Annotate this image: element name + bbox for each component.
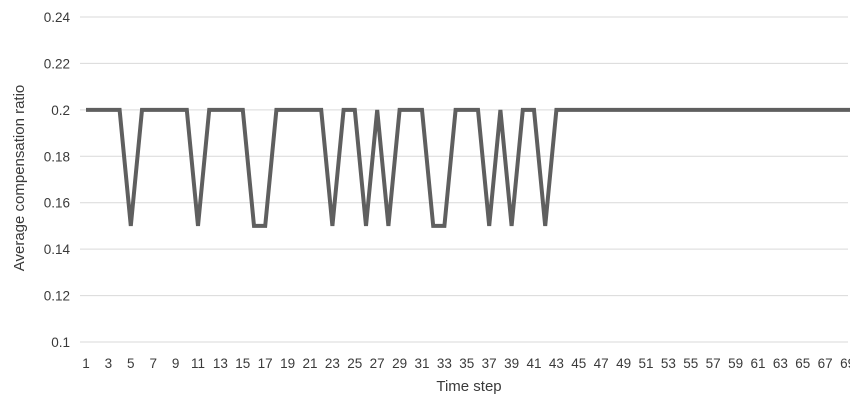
- series-layer: [86, 107, 850, 228]
- y-tick-label: 0.1: [51, 335, 70, 350]
- x-tick-label: 39: [504, 356, 519, 371]
- x-tick-label: 1: [82, 356, 90, 371]
- x-tick-label: 13: [213, 356, 228, 371]
- x-tick-label: 7: [149, 356, 157, 371]
- x-tick-label: 61: [750, 356, 765, 371]
- x-tick-label: 49: [616, 356, 631, 371]
- x-tick-label: 27: [370, 356, 385, 371]
- x-axis-title: Time step: [436, 378, 501, 395]
- x-tick-label: 33: [437, 356, 452, 371]
- x-tick-label: 59: [728, 356, 743, 371]
- x-tick-label: 15: [235, 356, 250, 371]
- y-tick-label: 0.16: [44, 196, 70, 211]
- x-tick-label: 25: [347, 356, 362, 371]
- y-tick-label: 0.12: [44, 289, 70, 304]
- x-tick-label: 47: [594, 356, 609, 371]
- x-tick-label: 53: [661, 356, 676, 371]
- y-tick-label: 0.22: [44, 56, 70, 71]
- x-tick-label: 31: [414, 356, 429, 371]
- y-axis-title: Average compensation ratio: [11, 85, 28, 272]
- y-tick-label: 0.18: [44, 149, 70, 164]
- x-tick-label: 11: [191, 356, 205, 371]
- y-tick-label: 0.24: [44, 10, 71, 25]
- x-tick-label: 41: [526, 356, 541, 371]
- x-tick-label: 3: [105, 356, 113, 371]
- x-tick-label: 21: [302, 356, 317, 371]
- x-tick-label: 9: [172, 356, 180, 371]
- x-tick-label: 19: [280, 356, 295, 371]
- x-tick-label: 43: [549, 356, 564, 371]
- x-tick-label: 29: [392, 356, 407, 371]
- x-tick-label: 45: [571, 356, 586, 371]
- x-tick-label: 5: [127, 356, 135, 371]
- x-tick-label: 67: [818, 356, 833, 371]
- x-tick-label: 51: [638, 356, 653, 371]
- x-tick-label: 57: [706, 356, 721, 371]
- x-tick-label: 65: [795, 356, 810, 371]
- y-axis-ticks: 0.1 0.12 0.14 0.16 0.18 0.2 0.22 0.24: [44, 10, 71, 350]
- x-tick-label: 23: [325, 356, 340, 371]
- x-tick-label: 55: [683, 356, 698, 371]
- x-axis-ticks: 1 3 5 7 9 11 13 15 17 19 21 23 25 27 29 31 33 35 37 39 41 43 4…: [82, 356, 850, 371]
- series-line: [86, 107, 850, 228]
- x-tick-label: 63: [773, 356, 788, 371]
- y-tick-label: 0.2: [51, 103, 70, 118]
- x-tick-label: 35: [459, 356, 474, 371]
- x-tick-label: 69: [840, 356, 850, 371]
- x-tick-label: 37: [482, 356, 497, 371]
- y-tick-label: 0.14: [44, 242, 71, 257]
- x-tick-label: 17: [258, 356, 273, 371]
